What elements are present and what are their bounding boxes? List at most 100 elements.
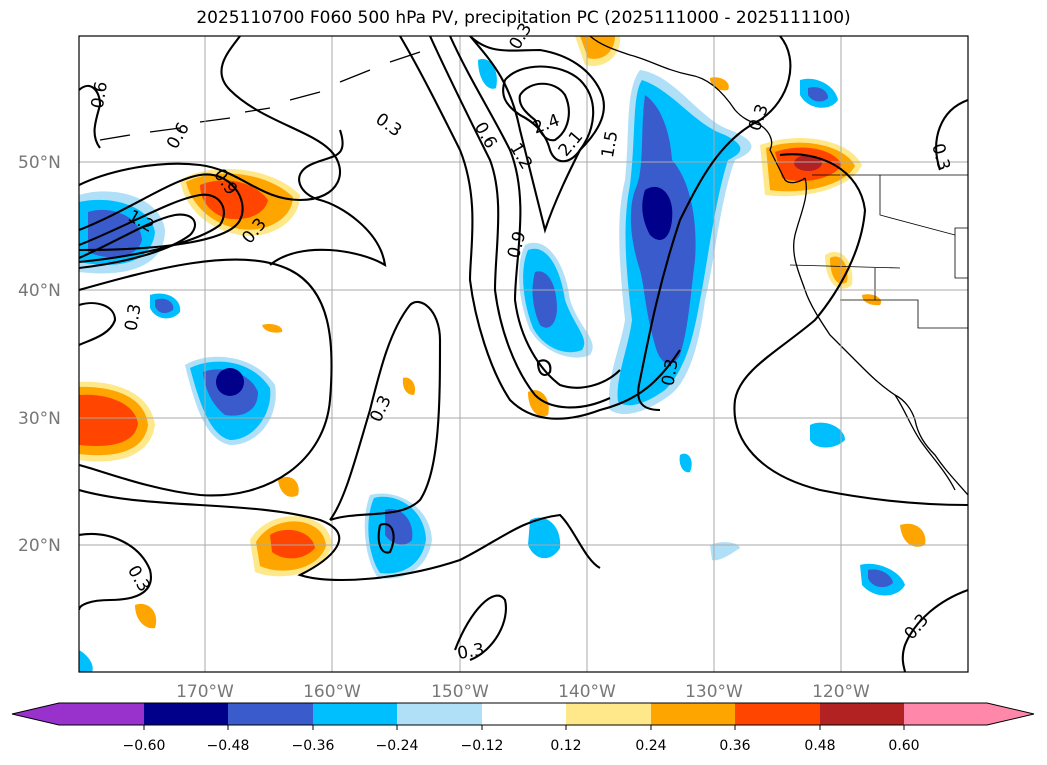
precip-region-pos-small — [402, 377, 416, 395]
precip-region-pos-far-west — [79, 394, 138, 446]
lon-label-150w: 150°W — [431, 682, 489, 702]
state-lines — [789, 175, 968, 329]
precip-region-west-low — [88, 209, 142, 258]
precip-region-small — [868, 569, 893, 588]
pv-contour-03 — [79, 36, 341, 202]
precip-region-pos-bc — [794, 155, 822, 171]
pv-contour-ridge — [399, 36, 681, 420]
plot-background — [79, 36, 968, 672]
colorbar-tick-label: 0.48 — [804, 738, 835, 754]
precip-region-pos-small — [528, 390, 549, 417]
pv-contour-sw — [79, 533, 152, 611]
colorbar-segment — [735, 703, 820, 725]
map-title: 2025110700 F060 500 hPa PV, precipitatio… — [196, 8, 851, 28]
colorbar-tick-label: −0.48 — [207, 738, 250, 754]
coastlines — [99, 36, 968, 496]
pv-contour-03-large — [269, 129, 387, 268]
colorbar-segment — [397, 703, 482, 725]
colorbar-segment — [904, 703, 987, 725]
pv-contour-high — [518, 82, 570, 142]
plot-frame — [78, 35, 969, 673]
precip-region-small — [528, 517, 561, 559]
colorbar-tick-label: −0.24 — [376, 738, 419, 754]
precip-region-pos-south — [270, 529, 315, 559]
pv-contour-09 — [79, 193, 225, 264]
precip-region-gulf-band — [642, 186, 673, 240]
precip-region-small — [710, 542, 740, 561]
precip-region-pos-small — [262, 323, 283, 333]
pv-contour-w-edge — [79, 302, 117, 346]
pv-contour-se — [901, 589, 968, 672]
precip-region-small — [155, 298, 174, 314]
colorbar-ticks — [143, 725, 905, 730]
colorbar-segment — [144, 703, 228, 725]
lat-label-40n: 40°N — [18, 281, 61, 301]
plot-area — [78, 35, 969, 673]
longitude-labels: 170°W 160°W 150°W 140°W 130°W 120°W — [176, 682, 870, 702]
lat-label-30n: 30°N — [18, 409, 61, 429]
precip-region-small — [810, 422, 845, 448]
colorbar-segment — [482, 703, 566, 725]
baja-coastline — [914, 419, 968, 496]
baja-peninsula — [894, 394, 956, 491]
lat-label-50n: 50°N — [18, 153, 61, 173]
pv-contour-ridge — [429, 36, 611, 409]
colorbar-tick-label: −0.36 — [292, 738, 335, 754]
pv-contour-03-mid — [329, 300, 442, 521]
lat-label-20n: 20°N — [18, 536, 61, 556]
lon-label-160w: 160°W — [303, 682, 361, 702]
colorbar-tick-label: 0.24 — [635, 738, 666, 754]
pv-contour-03-large — [79, 258, 333, 497]
precip-positive-regions — [79, 36, 926, 629]
pv-contour-small-loop — [536, 359, 552, 376]
precip-region-pos-small — [900, 523, 926, 547]
pv-contour-ridge — [449, 36, 621, 389]
precip-region-small — [79, 650, 93, 672]
precip-region-small — [679, 453, 692, 473]
pv-contour-12 — [79, 213, 196, 270]
precip-fill-layer — [79, 36, 968, 672]
political-borders — [789, 174, 968, 329]
precip-region-hawaii — [385, 509, 413, 545]
pv-contour-eastern-edge — [935, 99, 968, 171]
precip-region-pos-small — [135, 603, 157, 629]
precip-region-pos-small — [278, 476, 299, 497]
pv-contour-east-loop — [733, 153, 968, 507]
lon-label-120w: 120°W — [812, 682, 870, 702]
colorbar-tick-label: 0.36 — [719, 738, 750, 754]
colorbar: −0.60 −0.48 −0.36 −0.24 −0.12 0.12 0.24 … — [11, 702, 1035, 754]
lon-label-170w: 170°W — [176, 682, 234, 702]
contour-label: 0.6 — [88, 80, 112, 110]
contour-label: 0.3 — [456, 640, 486, 664]
contour-label: 0.3 — [658, 357, 682, 387]
pv-contour-high — [502, 65, 595, 163]
lon-label-140w: 140°W — [558, 682, 616, 702]
alaska-coastline — [589, 36, 761, 126]
precip-region-small — [808, 87, 828, 102]
pv-contour-east — [637, 36, 792, 412]
contour-label: 1.5 — [598, 129, 622, 159]
latitude-labels: 50°N 40°N 30°N 20°N — [18, 153, 61, 556]
colorbar-segment — [59, 703, 144, 725]
precip-region-mid-pacific — [532, 271, 557, 328]
colorbar-segment — [566, 703, 651, 725]
pv-contour-03-bigloop — [79, 488, 601, 582]
state-lines — [954, 227, 968, 279]
contour-label: 0.3 — [121, 302, 145, 332]
colorbar-tick-label: 0.12 — [550, 738, 581, 754]
precip-region-hawaii-north — [216, 368, 244, 396]
colorbar-segment — [820, 703, 904, 725]
colorbar-tick-label: −0.12 — [461, 738, 504, 754]
precip-region-small — [478, 59, 497, 89]
colorbar-segment — [228, 703, 313, 725]
colorbar-outline — [11, 702, 1035, 726]
pv-contour-nw — [79, 84, 102, 149]
pv-contour-s — [454, 594, 507, 661]
colorbar-extend-high — [987, 703, 1034, 725]
pv-contour-high — [469, 36, 605, 234]
precip-region-pos-west — [200, 180, 268, 220]
precip-negative-regions — [79, 59, 905, 672]
precip-region-pos-small — [580, 36, 615, 59]
colorbar-segment — [313, 703, 397, 725]
